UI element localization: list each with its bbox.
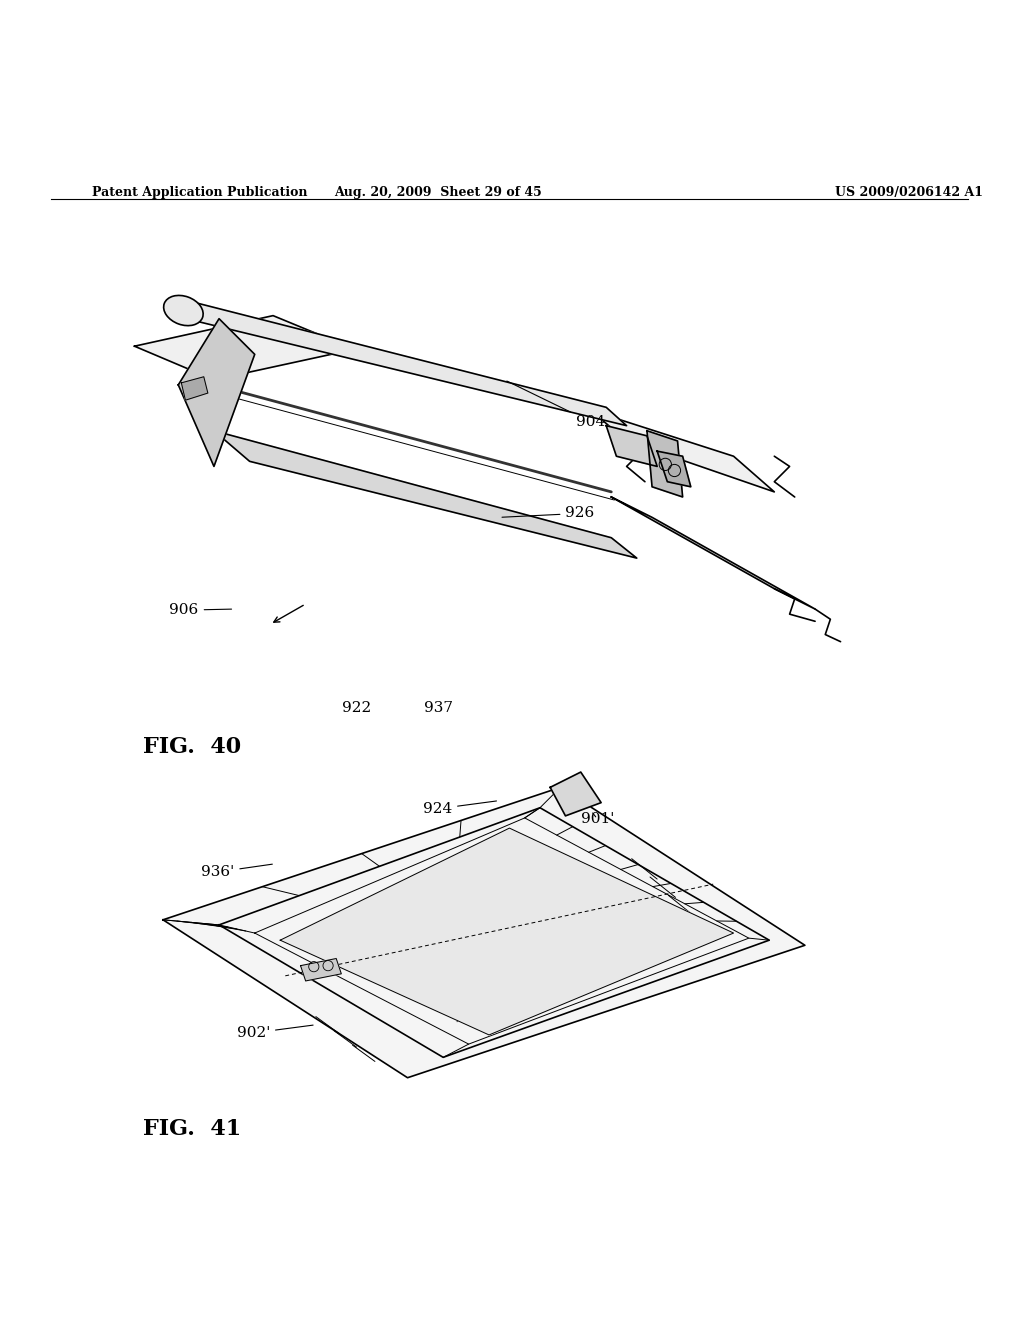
Text: 902': 902' — [237, 1026, 313, 1040]
Polygon shape — [606, 425, 657, 466]
Text: 906: 906 — [169, 603, 231, 618]
Ellipse shape — [164, 296, 203, 326]
Text: 937: 937 — [424, 701, 453, 714]
Polygon shape — [591, 411, 774, 492]
Polygon shape — [550, 772, 601, 816]
Text: 922: 922 — [342, 701, 372, 714]
Polygon shape — [657, 451, 691, 487]
Polygon shape — [163, 787, 805, 1077]
Polygon shape — [178, 318, 255, 466]
Text: 924: 924 — [423, 801, 497, 816]
Text: FIG.  41: FIG. 41 — [142, 1118, 241, 1140]
Text: 926: 926 — [502, 507, 595, 520]
Text: 901': 901' — [581, 812, 614, 826]
Polygon shape — [281, 828, 733, 1035]
Polygon shape — [178, 298, 627, 425]
Polygon shape — [611, 498, 815, 609]
Polygon shape — [647, 430, 683, 498]
Polygon shape — [134, 315, 354, 380]
Polygon shape — [214, 430, 637, 558]
Text: Patent Application Publication: Patent Application Publication — [92, 186, 307, 199]
Polygon shape — [181, 376, 208, 400]
Text: 936': 936' — [201, 865, 272, 879]
Text: FIG.  40: FIG. 40 — [142, 737, 241, 759]
Text: US 2009/0206142 A1: US 2009/0206142 A1 — [836, 186, 983, 199]
Polygon shape — [301, 958, 341, 981]
Text: 904: 904 — [507, 381, 605, 429]
Text: Aug. 20, 2009  Sheet 29 of 45: Aug. 20, 2009 Sheet 29 of 45 — [334, 186, 542, 199]
